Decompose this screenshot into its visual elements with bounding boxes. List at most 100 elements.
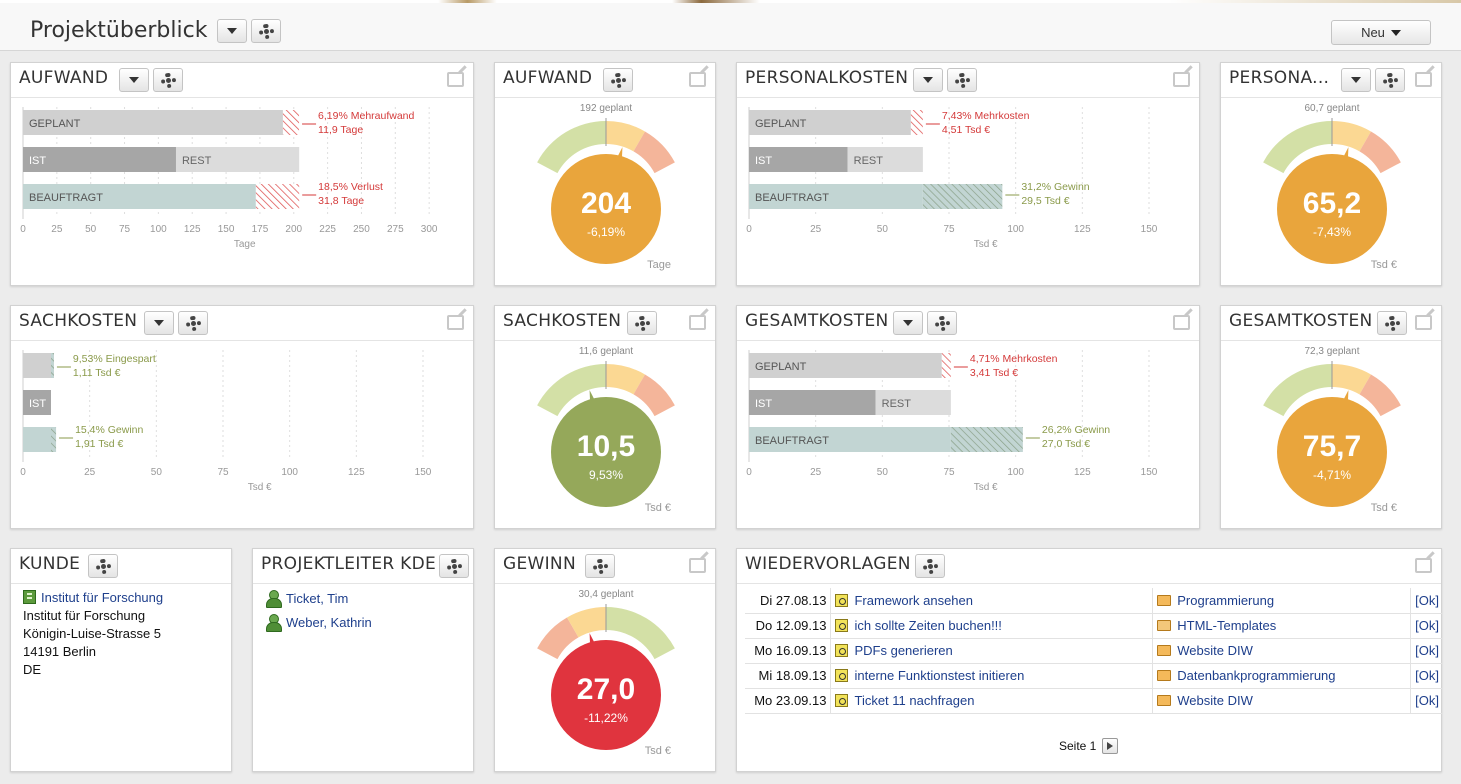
panel-title: SACHKOSTEN (503, 311, 622, 331)
settings-button[interactable] (178, 311, 208, 335)
export-icon[interactable] (689, 315, 706, 330)
bar-geplant (23, 110, 283, 135)
title-dropdown-button[interactable] (217, 19, 247, 43)
export-icon[interactable] (447, 315, 464, 330)
settings-button[interactable] (1377, 311, 1407, 335)
bar-label: GEPLANT (755, 361, 807, 373)
ok-link[interactable]: [Ok] (1415, 618, 1439, 633)
followup-task[interactable]: Ticket 11 nachfragen (854, 693, 975, 708)
followup-ok-cell[interactable]: [Ok] (1410, 588, 1443, 614)
followup-project[interactable]: Datenbankprogrammierung (1177, 668, 1336, 683)
followup-ok-cell[interactable]: [Ok] (1410, 663, 1443, 689)
settings-button[interactable] (947, 68, 977, 92)
followup-project[interactable]: Website DIW (1177, 693, 1253, 708)
followup-task-cell[interactable]: ich sollte Zeiten buchen!!! (830, 613, 1154, 639)
followup-project[interactable]: HTML-Templates (1177, 618, 1277, 633)
gauge-segment (537, 364, 606, 417)
task-icon (835, 644, 849, 657)
export-icon[interactable] (1415, 558, 1432, 573)
person-name[interactable]: Weber, Kathrin (286, 615, 372, 630)
followup-task[interactable]: ich sollte Zeiten buchen!!! (854, 618, 1002, 633)
followup-date: Mi 18.09.13 (745, 663, 832, 689)
title-settings-button[interactable] (251, 19, 281, 43)
tick-label: 200 (285, 224, 302, 235)
export-icon[interactable] (689, 558, 706, 573)
tick-label: 50 (877, 224, 889, 235)
followup-project-cell[interactable]: HTML-Templates (1152, 613, 1412, 639)
customer-link[interactable]: Institut für Forschung (23, 590, 163, 605)
customer-link-text[interactable]: Institut für Forschung (41, 590, 164, 605)
next-page-button[interactable] (1102, 738, 1119, 754)
dropdown-button[interactable] (913, 68, 943, 92)
export-icon[interactable] (1415, 315, 1432, 330)
settings-button[interactable] (627, 311, 657, 335)
settings-button[interactable] (603, 68, 633, 92)
followup-table: Di 27.08.13 Framework ansehen Programmieru… (745, 588, 1443, 714)
ok-link[interactable]: [Ok] (1415, 693, 1439, 708)
annotation-text: 15,4% Gewinn (75, 424, 143, 436)
person-name[interactable]: Ticket, Tim (286, 591, 349, 606)
followup-task-cell[interactable]: PDFs generieren (830, 638, 1154, 664)
export-icon[interactable] (447, 72, 464, 87)
followup-ok-cell[interactable]: [Ok] (1410, 613, 1443, 639)
followup-ok-cell[interactable]: [Ok] (1410, 638, 1443, 664)
annotation-text: 1,11 Tsd € (73, 367, 121, 379)
settings-button[interactable] (439, 554, 469, 578)
ok-link[interactable]: [Ok] (1415, 668, 1439, 683)
followup-project-cell[interactable]: Programmierung (1152, 588, 1412, 614)
settings-button[interactable] (915, 554, 945, 578)
panel-title: GESAMTKOSTEN (1229, 311, 1373, 331)
settings-button[interactable] (88, 554, 118, 578)
gauge-segment (606, 607, 675, 660)
followup-task[interactable]: Framework ansehen (854, 592, 973, 608)
person-link[interactable]: Ticket, Tim (265, 590, 349, 608)
folder-icon (1157, 695, 1172, 706)
followup-task-cell[interactable]: Ticket 11 nachfragen (830, 688, 1154, 714)
settings-button[interactable] (1375, 68, 1405, 92)
panel-gesamt-bar: GESAMTKOSTEN 0 25 50 75 100 125 150 Tsd € GEPLAN… (736, 305, 1200, 529)
axis-unit-label: Tsd € (974, 239, 998, 250)
followup-task[interactable]: PDFs generieren (854, 643, 953, 658)
followup-project-cell[interactable]: Website DIW (1152, 638, 1412, 664)
annotation-text: 4,51 Tsd € (942, 124, 990, 136)
gauge-segment (1332, 121, 1371, 152)
person-link[interactable]: Weber, Kathrin (265, 614, 372, 632)
followup-task[interactable]: interne Funktionstest initieren (854, 668, 1025, 683)
followup-project-cell[interactable]: Datenbankprogrammierung (1152, 663, 1412, 689)
pager-label: Seite 1 (1059, 739, 1097, 753)
divider (11, 340, 473, 341)
dropdown-button[interactable] (144, 311, 174, 335)
followup-task-cell[interactable]: interne Funktionstest initieren (830, 663, 1154, 689)
panel-projektleiter: PROJEKTLEITER KDE Ticket, Tim Weber, Kat… (252, 548, 474, 772)
export-icon[interactable] (1173, 72, 1190, 87)
followup-task-cell[interactable]: Framework ansehen (830, 588, 1154, 614)
bar-geplant (749, 110, 911, 135)
bar-beauftragt-delta (255, 184, 300, 209)
panel-aufwand-gauge: AUFWAND 192 geplant 204 -6,19% Tage (494, 62, 716, 286)
dropdown-button[interactable] (119, 68, 149, 92)
followup-project[interactable]: Website DIW (1177, 643, 1253, 658)
export-icon[interactable] (1173, 315, 1190, 330)
panel-gewinn-gauge: GEWINN 30,4 geplant 27,0 -11,22% Tsd € (494, 548, 716, 772)
dropdown-button[interactable] (1341, 68, 1371, 92)
followup-project-cell[interactable]: Website DIW (1152, 688, 1412, 714)
ok-link[interactable]: [Ok] (1415, 643, 1439, 658)
settings-button[interactable] (927, 311, 957, 335)
divider (11, 97, 473, 98)
page-title: Projektüberblick (30, 18, 208, 43)
bar-label: IST (755, 155, 772, 167)
export-icon[interactable] (1415, 72, 1432, 87)
settings-button[interactable] (585, 554, 615, 578)
axis-unit-label: Tsd € (248, 482, 272, 493)
tick-label: 125 (1074, 467, 1091, 478)
followup-ok-cell[interactable]: [Ok] (1410, 688, 1443, 714)
dropdown-button[interactable] (893, 311, 923, 335)
panel-title: WIEDERVORLAGEN (745, 554, 911, 574)
followup-project[interactable]: Programmierung (1177, 592, 1275, 608)
new-button[interactable]: Neu (1331, 20, 1431, 45)
export-icon[interactable] (689, 72, 706, 87)
panel-title: SACHKOSTEN (19, 311, 138, 331)
settings-button[interactable] (153, 68, 183, 92)
ok-link[interactable]: [Ok] (1415, 592, 1439, 608)
chevron-down-icon (1351, 77, 1361, 83)
